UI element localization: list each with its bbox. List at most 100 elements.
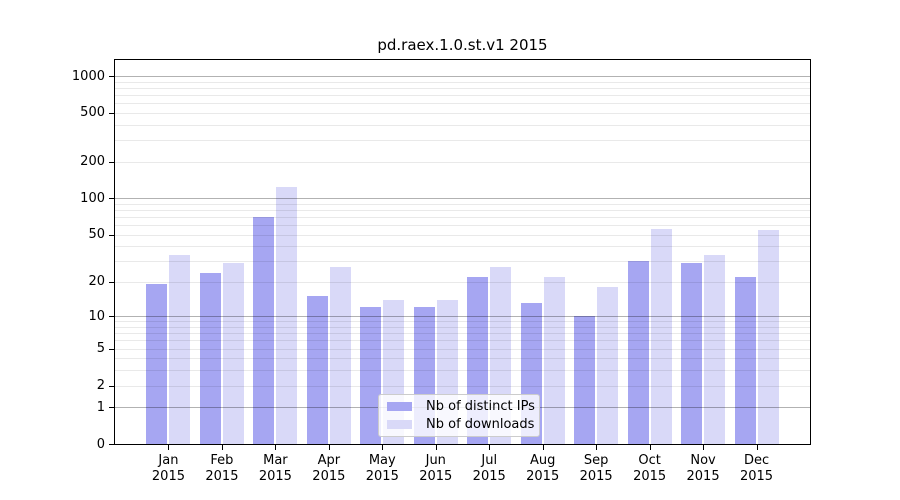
legend-swatch-downloads <box>387 420 412 429</box>
x-tick-label: Feb 2015 <box>205 453 239 484</box>
gridline-minor <box>115 216 810 218</box>
y-tick-label: 500 <box>80 105 105 121</box>
legend-item-distinct-ips: Nb of distinct IPs <box>385 399 535 414</box>
y-tick <box>109 348 115 350</box>
y-tick <box>109 112 115 114</box>
bar-distinct-ips <box>627 261 649 444</box>
gridline-minor <box>115 321 810 323</box>
y-tick <box>109 161 115 163</box>
bar-distinct-ips <box>306 296 328 444</box>
x-tick <box>328 445 330 450</box>
chart-title: pd.raex.1.0.st.v1 2015 <box>377 36 548 54</box>
legend-label-distinct-ips: Nb of distinct IPs <box>426 399 535 414</box>
x-tick-label: Mar 2015 <box>258 453 292 484</box>
bar-distinct-ips <box>734 277 756 444</box>
y-tick-label: 1 <box>96 399 105 415</box>
gridline-minor <box>115 327 810 328</box>
gridline-minor <box>115 94 810 96</box>
x-tick-label: Jul 2015 <box>472 453 506 484</box>
x-tick <box>382 445 384 450</box>
bar-downloads <box>222 262 244 444</box>
x-tick-label: Aug 2015 <box>526 453 560 484</box>
bar-downloads <box>169 254 191 444</box>
x-tick <box>435 445 437 450</box>
x-tick <box>703 445 705 450</box>
plot-area: Nb of distinct IPs Nb of downloads <box>114 59 811 445</box>
x-tick-label: Jun 2015 <box>419 453 453 484</box>
gridline-major <box>115 198 810 200</box>
y-tick <box>109 407 115 409</box>
bar-downloads <box>704 254 726 444</box>
legend-label-downloads: Nb of downloads <box>426 417 535 432</box>
legend: Nb of distinct IPs Nb of downloads <box>378 394 540 437</box>
x-tick <box>756 445 758 450</box>
gridline-minor <box>115 209 810 211</box>
gridline-minor <box>115 261 810 263</box>
x-tick-label: May 2015 <box>365 453 399 484</box>
x-tick <box>649 445 651 450</box>
bar-downloads <box>650 228 672 444</box>
gridline-minor <box>115 348 810 350</box>
x-tick <box>596 445 598 450</box>
bar-distinct-ips <box>681 262 703 444</box>
gridline-minor <box>115 333 810 335</box>
bar-distinct-ips <box>360 307 382 444</box>
gridline-minor <box>115 161 810 163</box>
bar-distinct-ips <box>199 272 221 444</box>
y-tick <box>109 198 115 200</box>
gridline-minor <box>115 124 810 126</box>
y-tick-label: 20 <box>88 274 105 290</box>
x-tick-label: Oct 2015 <box>633 453 667 484</box>
x-tick-label: Jan 2015 <box>151 453 185 484</box>
gridline-minor <box>115 203 810 205</box>
x-tick-label: Apr 2015 <box>312 453 346 484</box>
x-tick-label: Dec 2015 <box>739 453 774 484</box>
x-tick <box>168 445 170 450</box>
y-tick-label: 1000 <box>71 68 105 84</box>
y-tick-label: 5 <box>96 341 105 357</box>
gridline-minor <box>115 103 810 105</box>
y-tick-label: 50 <box>88 227 105 243</box>
gridline-minor <box>115 358 810 360</box>
gridline-minor <box>115 81 810 83</box>
y-tick <box>109 281 115 283</box>
gridline-minor <box>115 385 810 387</box>
bar-downloads <box>757 229 779 444</box>
gridline-minor <box>115 234 810 236</box>
gridline-minor <box>115 370 810 372</box>
gridline-minor <box>115 87 810 89</box>
gridline-minor <box>115 340 810 342</box>
x-tick-label: Sep 2015 <box>579 453 613 484</box>
y-tick-label: 100 <box>80 190 105 206</box>
gridline-minor <box>115 140 810 141</box>
legend-swatch-distinct-ips <box>387 402 412 411</box>
bar-downloads <box>329 266 351 444</box>
x-tick <box>489 445 491 450</box>
y-tick <box>109 76 115 77</box>
legend-item-downloads: Nb of downloads <box>385 417 535 432</box>
x-tick <box>275 445 277 450</box>
bar-distinct-ips <box>253 216 275 444</box>
x-tick <box>221 445 223 450</box>
bar-distinct-ips <box>574 316 596 444</box>
y-tick <box>109 234 115 236</box>
y-tick-label: 0 <box>96 436 105 452</box>
y-tick <box>109 316 115 318</box>
gridline-major <box>115 76 810 77</box>
grid-layer <box>115 60 810 444</box>
bar-downloads <box>276 186 298 444</box>
gridline-minor <box>115 281 810 283</box>
gridline-minor <box>115 112 810 114</box>
y-tick <box>109 385 115 387</box>
bar-downloads <box>543 277 565 444</box>
y-tick-label: 2 <box>96 378 105 393</box>
x-tick <box>542 445 544 450</box>
gridline-major <box>115 316 810 318</box>
y-tick-label: 10 <box>88 308 105 324</box>
bar-distinct-ips <box>146 284 168 444</box>
x-tick-label: Nov 2015 <box>686 453 720 484</box>
y-tick-label: 200 <box>80 154 105 169</box>
gridline-minor <box>115 246 810 248</box>
y-tick <box>109 444 115 445</box>
